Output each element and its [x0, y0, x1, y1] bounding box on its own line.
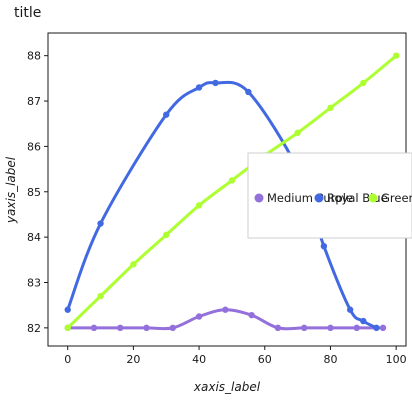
data-point-green-yellow — [360, 79, 367, 87]
data-point-green-yellow — [163, 231, 170, 239]
x-tick-label: 60 — [258, 353, 272, 366]
x-tick-label: 40 — [192, 353, 206, 366]
data-point-green-yellow — [327, 104, 334, 112]
y-tick-label: 87 — [27, 95, 41, 108]
data-point-royal-blue — [97, 220, 104, 227]
data-point-green-yellow — [392, 52, 400, 59]
tick-layer: 0 20 40 60 80 100 82 83 84 85 86 87 88 — [27, 50, 407, 366]
y-tick-label: 83 — [27, 276, 41, 289]
data-point-medium-purple — [248, 311, 255, 319]
y-axis-label: yaxis_label — [4, 156, 18, 224]
data-point-royal-blue — [212, 79, 219, 87]
data-point-royal-blue — [64, 306, 71, 313]
legend-swatch-royal-blue — [314, 193, 324, 203]
legend-label-green-yellow: Green Yellow — [381, 191, 412, 205]
data-point-medium-purple — [274, 324, 282, 332]
data-point-green-yellow — [294, 129, 301, 136]
legend-box — [247, 152, 412, 239]
data-point-medium-purple — [143, 324, 150, 332]
legend-swatch-medium-purple — [254, 193, 264, 203]
data-point-royal-blue — [346, 306, 354, 313]
y-tick-label: 88 — [27, 50, 41, 63]
legend-label-royal-blue: Royal Blue — [327, 191, 388, 205]
data-point-medium-purple — [117, 324, 124, 332]
data-point-royal-blue — [163, 111, 170, 118]
data-point-medium-purple — [169, 324, 177, 332]
y-tick-label: 86 — [27, 140, 41, 153]
data-point-medium-purple — [90, 324, 98, 332]
y-tick-label: 84 — [27, 231, 41, 244]
y-tick-label: 85 — [27, 186, 41, 199]
data-point-medium-purple — [222, 306, 229, 313]
data-point-royal-blue — [245, 88, 252, 96]
data-point-green-yellow — [97, 292, 104, 300]
x-tick-label: 80 — [323, 353, 337, 366]
legend-label-medium-purple: Medium Purple — [267, 191, 353, 205]
chart-title: title — [14, 5, 41, 21]
data-point-royal-blue — [373, 324, 380, 332]
x-tick-label: 20 — [126, 353, 140, 366]
data-point-green-yellow — [195, 202, 203, 209]
data-point-royal-blue — [195, 84, 203, 91]
legend-swatch-green-yellow — [368, 193, 378, 203]
series-layer — [64, 52, 400, 332]
x-tick-label: 0 — [64, 353, 71, 366]
x-tick-label: 100 — [386, 353, 407, 366]
data-point-medium-purple — [327, 324, 334, 332]
data-point-green-yellow — [228, 177, 236, 184]
y-tick-label: 82 — [27, 322, 41, 335]
data-point-royal-blue — [360, 317, 367, 325]
data-point-medium-purple — [353, 324, 360, 332]
data-point-medium-purple — [379, 324, 387, 332]
data-point-royal-blue — [320, 243, 328, 250]
data-point-green-yellow — [130, 261, 137, 268]
data-point-medium-purple — [195, 313, 203, 320]
x-axis-label: xaxis_label — [193, 380, 261, 394]
data-point-green-yellow — [64, 324, 71, 332]
data-point-medium-purple — [300, 324, 308, 332]
